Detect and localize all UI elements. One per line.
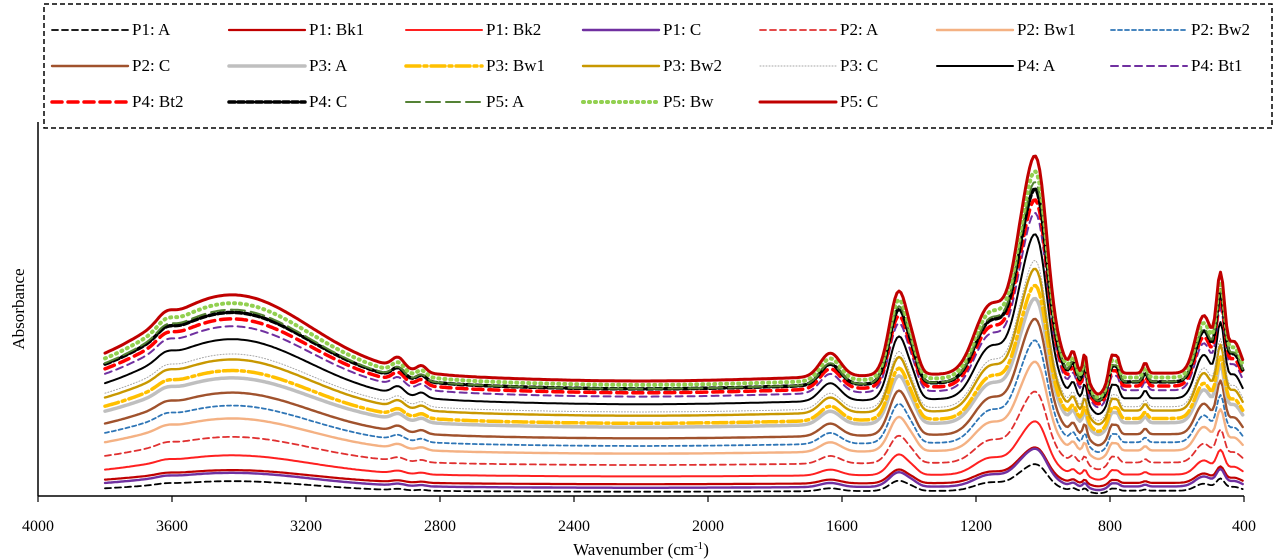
x-tick-label: 2400 (558, 518, 590, 535)
legend-label: P1: Bk1 (309, 20, 364, 39)
series-line (104, 260, 1244, 422)
x-tick-label: 4000 (22, 518, 54, 535)
legend-label: P5: Bw (663, 92, 714, 111)
legend: P1: A P1: Bk1 P1: Bk2 P1: C P2: A P2: Bw1 P2: … (50, 20, 1250, 111)
x-tick-label: 1200 (960, 518, 992, 535)
legend-label: P3: C (840, 56, 878, 75)
legend-label: P4: C (309, 92, 347, 111)
series-line (103, 447, 1244, 492)
series-line (103, 283, 1245, 434)
legend-label: P1: C (663, 20, 701, 39)
series-line (103, 154, 1245, 396)
legend-label: P4: Bt1 (1191, 56, 1243, 75)
plot-area (103, 154, 1245, 495)
legend-label: P2: Bw1 (1017, 20, 1076, 39)
series-line (103, 267, 1244, 426)
series-line (103, 446, 1244, 488)
x-tick-label: 3200 (290, 518, 322, 535)
series-line (103, 317, 1244, 447)
x-tick-label: 2800 (424, 518, 456, 535)
x-tick-label: 400 (1232, 518, 1256, 535)
x-tick-label: 800 (1098, 518, 1122, 535)
series-line (104, 463, 1244, 495)
legend-label: P1: Bk2 (486, 20, 541, 39)
x-ticks: 4000 3600 3200 2800 2400 2000 1600 1200 800 400 (22, 496, 1256, 535)
series-line (103, 360, 1244, 461)
x-axis-title-main: Wavenumber (cm (573, 540, 694, 559)
series-line (103, 296, 1245, 437)
series-line (104, 420, 1244, 481)
legend-label: P2: C (132, 56, 170, 75)
series-line (104, 212, 1244, 409)
legend-label: P4: Bt2 (132, 92, 184, 111)
legend-label: P2: A (840, 20, 879, 39)
y-axis-title: Absorbance (9, 268, 28, 349)
legend-label: P3: Bw1 (486, 56, 545, 75)
legend-label: P5: C (840, 92, 878, 111)
x-axis-title-superscript: -1 (694, 540, 703, 552)
series-line (104, 233, 1244, 416)
x-axis-title: Wavenumber (cm-1) (573, 540, 709, 559)
legend-label: P2: Bw2 (1191, 20, 1250, 39)
x-tick-label: 3600 (156, 518, 188, 535)
x-tick-label: 1600 (826, 518, 858, 535)
legend-label: P3: Bw2 (663, 56, 722, 75)
legend-label: P5: A (486, 92, 525, 111)
series-line (104, 339, 1244, 453)
x-tick-label: 2000 (692, 518, 724, 535)
legend-label: P3: A (309, 56, 348, 75)
legend-label: P4: A (1017, 56, 1056, 75)
x-axis-title-close: ) (703, 540, 709, 559)
series-line (104, 390, 1244, 471)
legend-label: P1: A (132, 20, 171, 39)
